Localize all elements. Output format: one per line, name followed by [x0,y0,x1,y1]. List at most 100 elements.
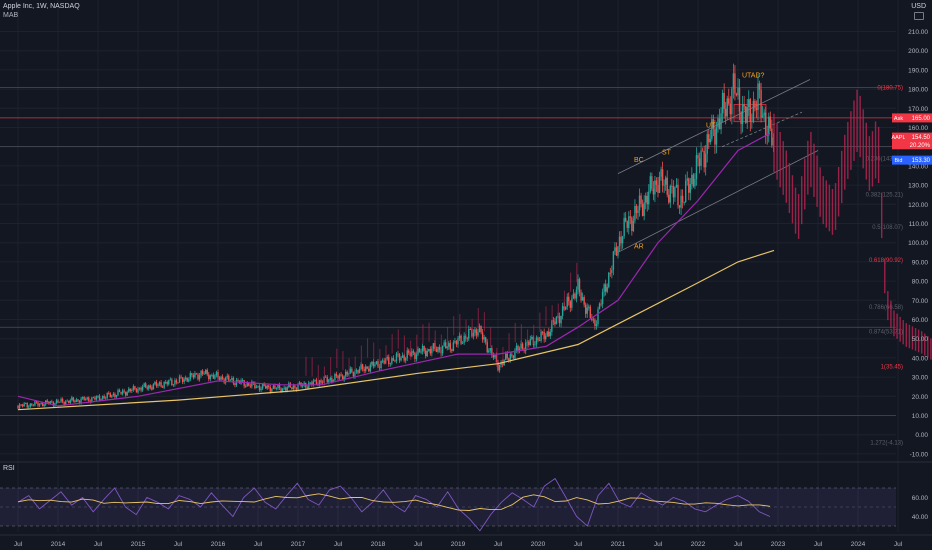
candle-body [381,360,384,362]
candle-body [675,184,678,188]
candle-body [504,353,507,360]
candle-body [101,396,104,400]
candle-body [478,326,481,333]
candle-body [529,339,532,346]
candle-body [552,320,555,322]
candle-body [723,92,725,109]
candle-body [740,111,742,125]
candle-body [329,378,332,380]
candle-body [528,341,530,346]
candle-body [643,202,645,216]
candle-body [178,376,181,383]
price-axis-label: 200.00 [908,48,928,55]
candle-body [746,107,748,123]
candle-body [361,364,364,370]
candle-body [658,176,661,193]
price-axis-label: 80.00 [912,279,929,286]
candle-body [588,306,590,308]
candle-body [606,287,608,292]
candle-body [637,210,639,213]
candle-body [706,134,708,154]
candle-body [508,358,510,360]
candle-body [134,386,136,390]
candle-body [486,342,488,353]
candle-body [34,401,36,406]
candle-body [109,393,112,398]
candle-body [664,177,667,185]
wyckoff-annotation: UT [706,123,716,130]
candle-body [628,216,630,228]
candle-body [351,368,353,373]
candle-body [763,112,765,116]
ma-long-line [17,249,775,411]
candle-body [255,386,258,389]
candle-body [592,319,595,321]
candle-body [715,127,718,145]
candle-body [314,379,316,381]
candle-body [77,399,79,402]
candle-body [744,106,747,123]
candle-body [575,289,578,299]
candle-body [141,386,144,391]
candle-body [571,298,573,308]
candle-body [392,358,395,361]
candle-body [208,374,210,380]
candle-body [334,373,336,381]
candle-body [344,371,347,377]
candle-body [743,104,745,107]
candle-body [75,399,78,403]
candle-body [331,378,333,383]
candle-body [540,331,542,341]
candle-body [429,349,432,354]
candle-body [572,293,575,299]
currency-label[interactable]: USD [911,3,926,10]
candle-body [591,317,593,321]
rsi-label: RSI [3,465,15,472]
time-axis-label: Jul [814,541,823,548]
candle-body [246,382,248,387]
candle-body [518,348,521,351]
candle-body [768,116,770,136]
candle-body [315,379,318,386]
candle-body [332,380,335,383]
candle-body [657,184,659,193]
time-axis-label: 2021 [611,541,626,548]
time-axis-label: Jul [494,541,503,548]
candle-body [129,388,132,392]
candle-body [188,379,190,382]
price-tag-value: 20.20% [910,143,931,149]
candle-body [158,382,161,385]
price-axis-label: 190.00 [908,67,928,74]
price-tag-name [892,140,905,150]
candle-body [432,343,435,349]
candle-body [375,361,378,365]
candle-body [652,188,655,195]
candle-body [641,203,644,216]
candle-body [243,380,245,387]
candle-body [400,357,402,361]
candle-body [666,177,668,195]
time-axis-label: Jul [174,541,183,548]
candle-body [54,403,56,406]
candle-body [298,382,301,385]
candle-body [663,184,665,186]
candle-body [460,335,462,344]
candle-body [35,401,38,403]
candle-body [757,83,759,110]
candle-body [438,346,441,350]
candle-body [741,104,744,125]
candle-body [728,98,730,104]
price-axis-label: 20.00 [912,394,929,401]
price-tag [905,155,932,165]
candle-body [277,384,279,389]
candle-body [700,150,702,166]
candle-body [292,385,295,390]
candle-body [349,368,352,374]
price-axis-label: 40.00 [912,355,929,362]
price-axis-label: 160.00 [908,125,928,132]
candle-body [583,297,585,305]
candle-body [60,398,62,402]
currency-icon[interactable] [914,12,924,20]
candle-body [55,400,58,404]
